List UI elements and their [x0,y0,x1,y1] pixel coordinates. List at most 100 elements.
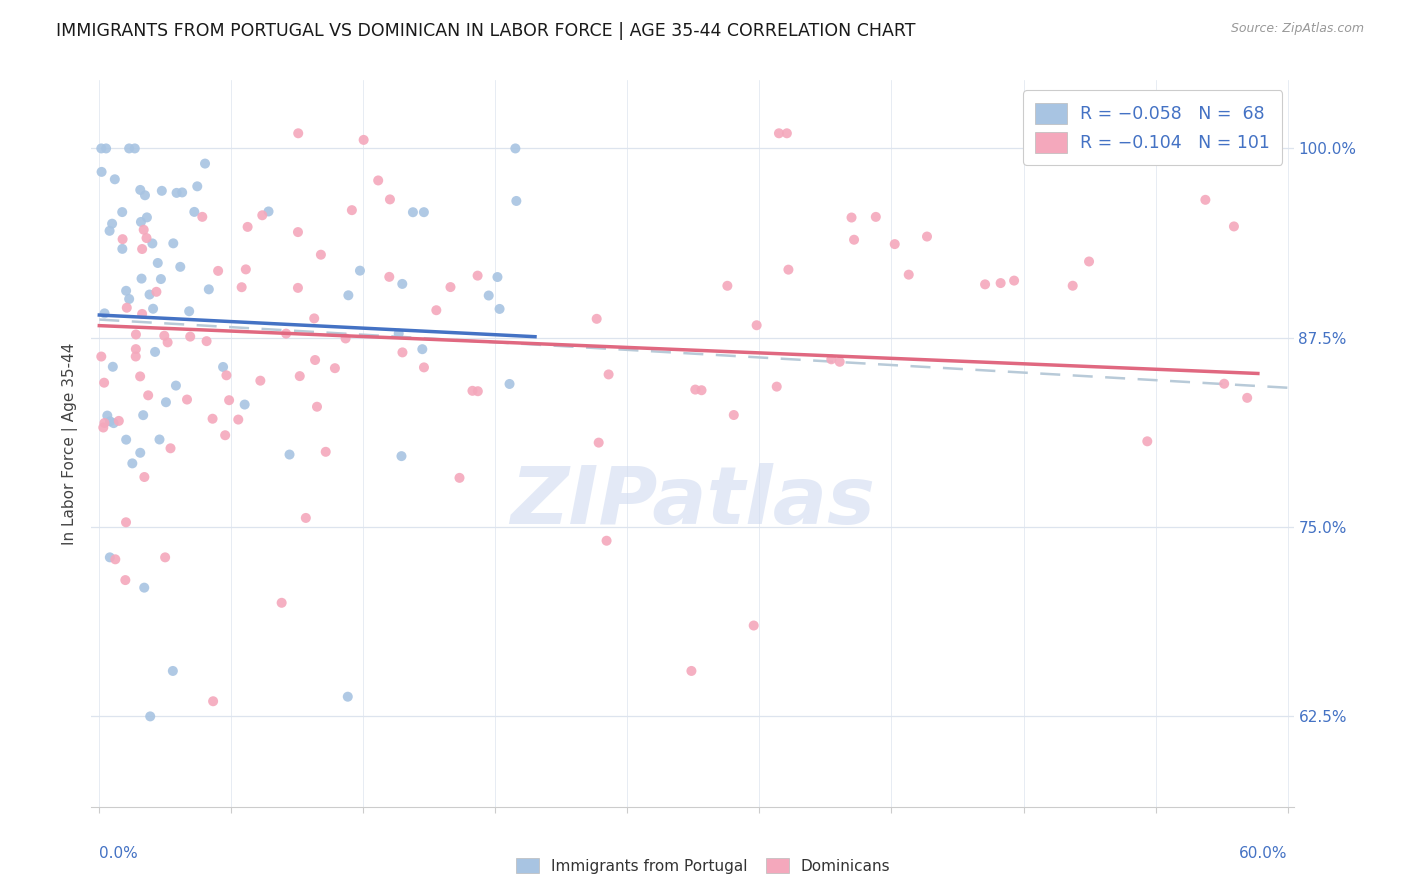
Text: ZIPatlas: ZIPatlas [510,463,875,541]
Point [411,342,433,356]
Point [367,173,389,187]
Point [135,211,157,225]
Point [828,355,851,369]
Point [335,331,357,345]
Point [162,236,184,251]
Point [166,186,188,200]
Point [93,376,115,390]
Point [820,352,842,367]
Point [121,456,143,470]
Point [231,280,253,294]
Point [883,237,905,252]
Point [353,133,375,147]
Point [111,242,134,256]
Point [115,301,138,315]
Point [134,581,156,595]
Point [467,384,489,399]
Point [90,350,112,364]
Point [93,306,115,320]
Point [131,242,153,256]
Point [1062,278,1084,293]
Point [93,416,115,430]
Point [212,359,235,374]
Point [588,435,610,450]
Point [461,384,484,398]
Point [101,359,124,374]
Point [974,277,997,292]
Point [214,428,236,442]
Point [488,301,510,316]
Point [90,141,112,155]
Point [1078,254,1101,268]
Point [595,533,617,548]
Point [195,334,218,348]
Point [287,126,309,140]
Point [585,311,607,326]
Point [235,262,257,277]
Point [439,280,461,294]
Point [378,193,401,207]
Point [131,271,153,285]
Point [278,448,301,462]
Point [1136,434,1159,449]
Point [156,335,179,350]
Point [1223,219,1246,234]
Point [295,511,318,525]
Point [153,328,176,343]
Point [478,288,501,302]
Point [135,231,157,245]
Point [194,156,217,170]
Point [742,618,765,632]
Point [716,278,738,293]
Point [252,208,274,222]
Point [226,412,249,426]
Point [287,281,309,295]
Point [202,694,225,708]
Point [233,398,256,412]
Point [129,446,152,460]
Point [349,263,371,277]
Point [378,269,401,284]
Point [159,442,181,456]
Point [315,445,337,459]
Text: Source: ZipAtlas.com: Source: ZipAtlas.com [1230,22,1364,36]
Point [336,690,359,704]
Point [115,516,138,530]
Point [101,217,124,231]
Point [865,210,887,224]
Point [198,282,221,296]
Point [309,248,332,262]
Point [90,165,112,179]
Point [897,268,920,282]
Point [391,345,413,359]
Text: 60.0%: 60.0% [1239,847,1288,861]
Point [337,288,360,302]
Point [115,433,138,447]
Point [118,141,141,155]
Point [125,350,148,364]
Point [129,183,152,197]
Point [842,233,865,247]
Point [215,368,238,383]
Point [103,416,125,430]
Point [498,376,520,391]
Point [1236,391,1258,405]
Point [191,210,214,224]
Point [165,378,187,392]
Point [153,550,176,565]
Legend: Immigrants from Portugal, Dominicans: Immigrants from Portugal, Dominicans [509,852,897,880]
Point [236,219,259,234]
Point [104,172,127,186]
Point [134,470,156,484]
Point [132,408,155,422]
Point [257,204,280,219]
Point [685,383,707,397]
Point [143,345,166,359]
Point [131,307,153,321]
Text: IMMIGRANTS FROM PORTUGAL VS DOMINICAN IN LABOR FORCE | AGE 35-44 CORRELATION CHA: IMMIGRANTS FROM PORTUGAL VS DOMINICAN IN… [56,22,915,40]
Point [169,260,191,274]
Point [125,342,148,356]
Point [139,709,162,723]
Point [150,184,173,198]
Point [340,203,363,218]
